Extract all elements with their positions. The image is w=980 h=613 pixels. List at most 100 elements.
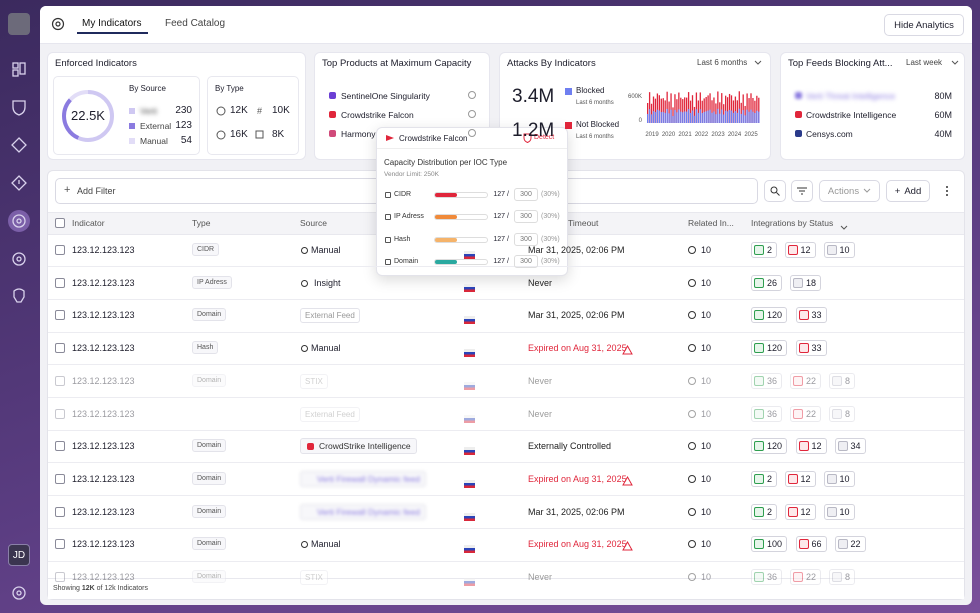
type-tag: IP Adress [192,275,232,289]
decor-bar [742,110,744,123]
integration-badge[interactable]: 120 [751,307,788,324]
integration-badge[interactable]: 120 [751,340,788,357]
integration-badge[interactable]: 10 [823,242,855,258]
integration-badge[interactable]: 8 [829,569,856,585]
integration-badge[interactable]: 36 [751,405,783,422]
decor-bar [662,111,664,123]
legend-swatch [565,122,572,129]
integration-badge[interactable]: 33 [795,307,827,324]
indicator: 123.12.123.123 [72,277,135,288]
logo[interactable] [8,13,30,35]
integration-count: 10 [839,473,850,484]
row-checkbox[interactable] [55,343,65,354]
row-checkbox[interactable] [55,539,65,550]
integration-badge[interactable]: 10 [823,470,855,487]
decor-bar [715,103,717,123]
integration-badge[interactable]: 22 [834,536,866,553]
integration-badge[interactable]: 34 [834,438,866,455]
integration-count: 120 [767,441,783,452]
status-icon [754,572,764,582]
integration-badge[interactable]: 22 [790,372,822,389]
timeout: Expired on Aug 31, 2025 [528,473,627,484]
decor-bar [654,112,657,123]
decor-bar [648,109,651,123]
integration-badge[interactable]: 8 [829,372,856,389]
decor-bar [686,97,688,123]
type-tag: CIDR [192,243,220,256]
integration-badge[interactable]: 120 [751,438,788,455]
product-icon [329,92,336,99]
decor-bar [699,109,701,123]
integration-badge[interactable]: 12 [784,503,816,520]
row-checkbox[interactable] [55,408,65,419]
integration-badge[interactable]: 36 [751,569,783,585]
type-icons: # [216,106,264,140]
row-checkbox[interactable] [55,506,65,517]
add-label: Add [904,185,922,197]
limit-input[interactable]: 300 [514,210,538,224]
decor-bar [742,94,744,123]
decor-bar [707,95,709,123]
integration-badge[interactable]: 12 [784,470,816,487]
search-button[interactable] [764,180,786,202]
tab[interactable]: Feed Catalog [165,18,226,29]
tab-active[interactable]: My Indicators [82,18,142,29]
row-checkbox[interactable] [55,245,65,255]
integration-badge[interactable]: 18 [790,274,822,291]
settings-icon[interactable] [11,585,27,601]
status-icon [793,572,803,582]
row-divider [48,298,964,300]
row-checkbox[interactable] [55,310,65,321]
integration-badge[interactable]: 12 [784,242,816,258]
status-icon [793,408,803,419]
type-label: IP Adress [394,213,424,221]
decor-bar [717,108,719,123]
integration-badge[interactable]: 22 [790,569,822,585]
sort-button[interactable] [791,180,813,202]
integration-badge[interactable]: 8 [829,405,856,422]
limit-input[interactable]: 300 [514,188,538,201]
row-checkbox[interactable] [55,277,65,288]
row-checkbox[interactable] [55,441,65,452]
type-tag: Domain [192,373,227,387]
status-icon [837,441,848,452]
select-all[interactable] [55,218,65,228]
integration-badge[interactable]: 26 [751,274,783,291]
filter-placeholder[interactable]: Add Filter [77,186,116,196]
integration-badge[interactable]: 36 [751,372,783,389]
integration-badge[interactable]: 2 [751,242,778,258]
integration-badge[interactable]: 66 [795,536,827,553]
more-button[interactable] [944,185,950,197]
decor-bar [676,112,678,123]
row-checkbox[interactable] [55,375,65,386]
integration-badge[interactable]: 100 [751,536,788,553]
hide-analytics-button[interactable]: Hide Analytics [884,14,964,36]
y-axis-label: 600K [628,94,642,100]
decor-bar [666,91,668,123]
flag [464,475,475,488]
integration-badge[interactable]: 22 [790,405,822,422]
integration-badge[interactable]: 12 [795,438,827,455]
flag [464,573,475,586]
separator: / [507,213,509,221]
integration-badge[interactable]: 33 [795,340,827,357]
range-select[interactable]: Last week [906,58,943,67]
range-select[interactable]: Last 6 months [697,58,748,67]
row-checkbox[interactable] [55,473,65,484]
integration-badge[interactable]: 10 [823,503,855,520]
limit-input[interactable]: 300 [514,232,538,246]
footer-prefix: Showing [53,585,80,592]
feed-name: Censys.com [806,129,853,139]
integration-badge[interactable]: 2 [751,503,778,520]
row-checkbox[interactable] [55,572,65,582]
avatar[interactable]: JD [8,544,30,566]
card-title: Attacks By Indicators [507,58,596,69]
type-icon [385,236,391,243]
stat-value: 1.2M [512,120,555,141]
add-button[interactable]: + Add [886,180,930,202]
limit-input[interactable]: 300 [514,255,538,269]
source-value: 230 [175,105,192,116]
actions-button[interactable]: Actions [819,180,880,202]
decor-bar [682,99,684,123]
integration-badge[interactable]: 2 [751,470,778,487]
